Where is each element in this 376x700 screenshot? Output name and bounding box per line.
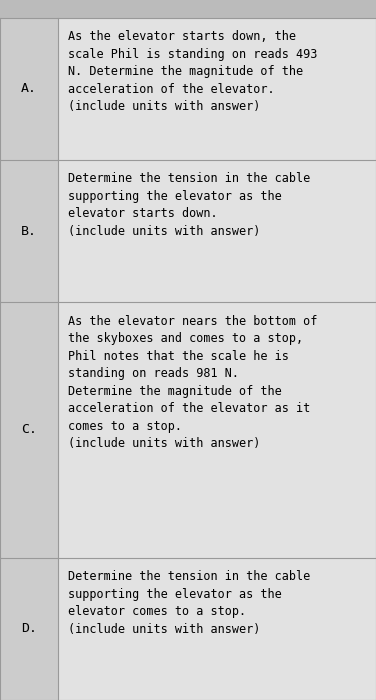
- Text: Determine the tension in the cable
supporting the elevator as the
elevator comes: Determine the tension in the cable suppo…: [68, 570, 310, 636]
- Text: Determine the tension in the cable
supporting the elevator as the
elevator start: Determine the tension in the cable suppo…: [68, 172, 310, 238]
- Text: As the elevator starts down, the
scale Phil is standing on reads 493
N. Determin: As the elevator starts down, the scale P…: [68, 30, 317, 113]
- Text: C.: C.: [21, 424, 37, 436]
- Bar: [0, 18, 58, 160]
- Text: B.: B.: [21, 225, 37, 237]
- Text: A.: A.: [21, 82, 37, 95]
- Bar: [58, 302, 376, 558]
- Text: D.: D.: [21, 622, 37, 636]
- Bar: [0, 302, 58, 558]
- Text: As the elevator nears the bottom of
the skyboxes and comes to a stop,
Phil notes: As the elevator nears the bottom of the …: [68, 315, 317, 450]
- Bar: [58, 160, 376, 302]
- Bar: [0, 558, 58, 700]
- Bar: [0, 160, 58, 302]
- Bar: [58, 18, 376, 160]
- Bar: [58, 558, 376, 700]
- Bar: [0, 0, 376, 18]
